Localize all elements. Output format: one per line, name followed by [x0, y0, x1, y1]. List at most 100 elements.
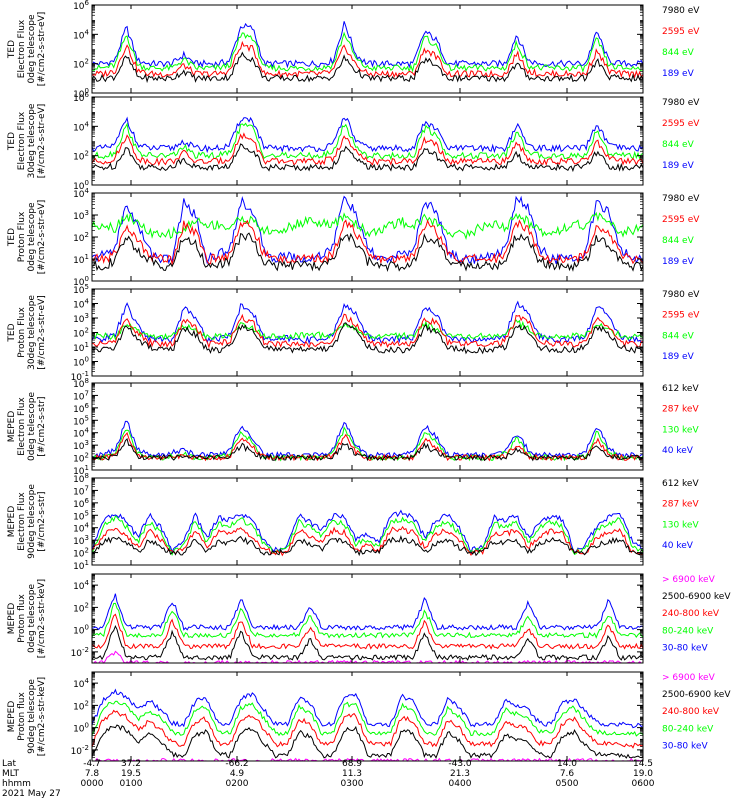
legend-entry: 40 keV — [662, 446, 694, 456]
y-tick-label: 105 — [73, 414, 89, 427]
y-tick-label: 104 — [73, 120, 89, 133]
legend-entry: 30-80 keV — [662, 643, 708, 653]
y-tick-label: 104 — [73, 28, 89, 41]
legend-entry: > 6900 keV — [662, 575, 716, 585]
legend-entry: 189 eV — [662, 69, 695, 79]
legend-entry: 844 eV — [662, 331, 695, 341]
y-tick-label: 104 — [73, 298, 89, 311]
legend-entry: 130 keV — [662, 520, 699, 530]
y-axis-label: MEPED — [7, 506, 17, 538]
legend-entry: 7980 eV — [662, 98, 700, 108]
time-tick-label: 14.5 — [633, 759, 653, 769]
series-blue-line — [91, 509, 644, 555]
time-tick-label: 37.2 — [121, 759, 141, 769]
y-axis-label: Electron Flux — [17, 19, 27, 78]
y-axis-label: 0deg telescope — [27, 584, 37, 654]
y-axis-label: 90deg telescope — [27, 679, 37, 754]
y-tick-label: 102 — [73, 547, 89, 560]
y-axis-label: [#/cm2-s-str-eV] — [37, 12, 47, 87]
y-axis-label: 90deg telescope — [27, 484, 37, 559]
series-blue-line — [91, 21, 644, 69]
series-black-line — [92, 143, 644, 173]
legend-entry: 240-800 keV — [662, 609, 720, 619]
series-red-line — [91, 431, 644, 462]
y-axis-label: Proton flux — [17, 692, 27, 741]
legend-entry: 7980 eV — [662, 290, 700, 300]
time-tick-label: 7.8 — [85, 769, 100, 779]
y-tick-label: 104 — [73, 522, 89, 535]
y-tick-label: 100 — [73, 356, 89, 369]
time-tick-label: 0600 — [632, 779, 655, 789]
y-axis-label: 0deg telescope — [27, 392, 37, 462]
series-black-line — [91, 535, 643, 557]
y-tick-label: 104 — [73, 427, 89, 440]
legend-entry: 2500-6900 keV — [662, 690, 731, 700]
y-tick-label: 103 — [73, 534, 89, 547]
time-tick-label: 4.9 — [230, 769, 245, 779]
series-red-line — [91, 709, 644, 749]
legend-entry: 2595 eV — [662, 311, 700, 321]
series-black-line — [91, 51, 644, 84]
series-blue-line — [91, 593, 644, 631]
series-green-line — [91, 602, 644, 639]
y-axis-label: 0deg telescope — [27, 202, 37, 272]
legend-entry: 2595 eV — [662, 27, 700, 37]
y-tick-label: 102 — [73, 58, 89, 71]
legend-entry: 7980 eV — [662, 6, 700, 16]
series-green-line — [91, 515, 644, 557]
series-black-line — [91, 438, 644, 462]
y-axis-label: Proton flux — [17, 594, 27, 643]
series-green-line — [91, 211, 644, 241]
time-row-label: Lat — [2, 759, 17, 769]
y-tick-label: 102 — [73, 327, 89, 340]
y-tick-label: 102 — [73, 601, 89, 614]
time-tick-label: 0200 — [226, 779, 249, 789]
plot-frame — [91, 573, 644, 664]
y-tick-label: 101 — [73, 341, 89, 354]
plot-frame — [91, 96, 644, 186]
series-green-line — [91, 700, 644, 737]
series-red-line — [91, 132, 644, 167]
series-black-line — [91, 322, 644, 355]
legend-entry: 2595 eV — [662, 215, 700, 225]
time-tick-label: 68.9 — [342, 759, 362, 769]
time-tick-label: 0400 — [449, 779, 472, 789]
y-axis-label: [#/cm2-s-str-eV] — [37, 295, 47, 370]
y-tick-label: 102 — [73, 231, 89, 244]
series-black-line — [91, 624, 644, 662]
legend-entry: 30-80 keV — [662, 741, 708, 751]
time-tick-label: 21.3 — [450, 769, 470, 779]
legend-entry: 612 keV — [662, 479, 699, 489]
panel-8: 10-2 100 102 104 MEPED Proton flux 90deg teles… — [7, 671, 731, 762]
time-tick-label: -66.2 — [225, 759, 248, 769]
legend-entry: 7980 eV — [662, 194, 700, 204]
time-tick-label: -4.7 — [83, 759, 101, 769]
legend-entry: 189 eV — [662, 161, 695, 171]
y-axis-label: [#/cm2-s-str-keV] — [37, 677, 47, 756]
legend-entry: 844 eV — [662, 48, 695, 58]
legend-entry: 80-240 keV — [662, 626, 714, 636]
y-tick-label: 103 — [73, 439, 89, 452]
y-tick-label: 103 — [73, 312, 89, 325]
legend-entry: 287 keV — [662, 500, 699, 510]
time-tick-label: 0300 — [341, 779, 364, 789]
legend-entry: 2595 eV — [662, 119, 700, 129]
legend-entry: 844 eV — [662, 236, 695, 246]
time-tick-label: 19.0 — [633, 769, 653, 779]
time-tick-label: -43.0 — [448, 759, 472, 769]
time-row-label: hhmm — [2, 779, 31, 789]
y-tick-label: 107 — [73, 484, 89, 497]
y-tick-label: 101 — [73, 559, 89, 572]
series-red-line — [91, 613, 644, 650]
y-tick-label: 106 — [73, 0, 89, 12]
legend-entry: 189 eV — [662, 257, 695, 267]
y-axis-label: MEPED — [7, 411, 17, 443]
